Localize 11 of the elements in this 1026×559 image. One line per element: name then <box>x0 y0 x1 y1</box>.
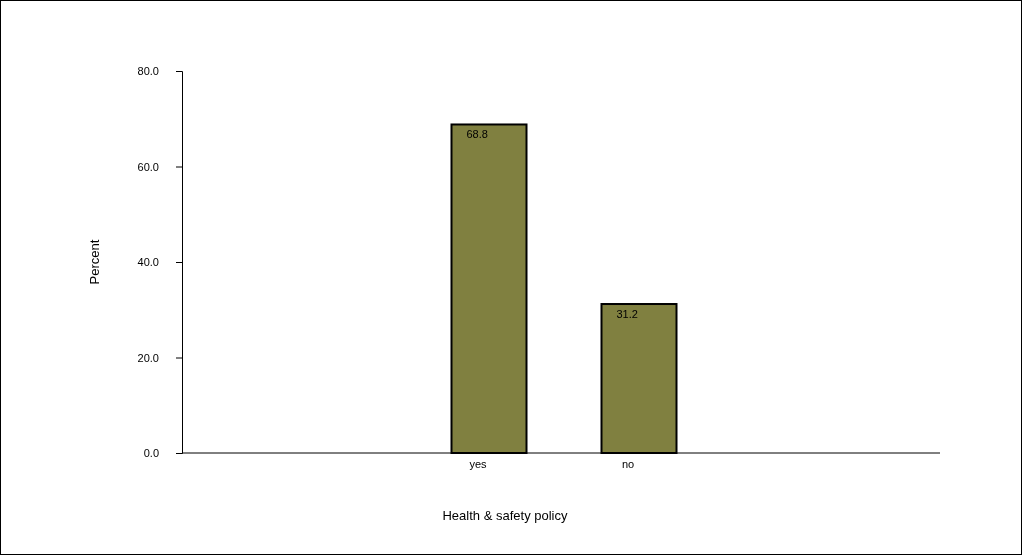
x-axis-title: Health & safety policy <box>442 508 568 523</box>
y-tick-label: 40.0 <box>137 256 159 269</box>
y-tick-label: 0.0 <box>143 447 159 460</box>
x-tick-label: yes <box>469 458 488 470</box>
data-label: 31.2 <box>616 308 638 321</box>
y-tick-label: 20.0 <box>137 351 159 364</box>
data-label: 68.8 <box>466 128 488 141</box>
y-tick-label: 60.0 <box>137 160 159 173</box>
x-tick-label: no <box>621 458 635 470</box>
y-tick-label: 80.0 <box>137 65 159 78</box>
y-axis-title: Percent <box>87 239 102 285</box>
